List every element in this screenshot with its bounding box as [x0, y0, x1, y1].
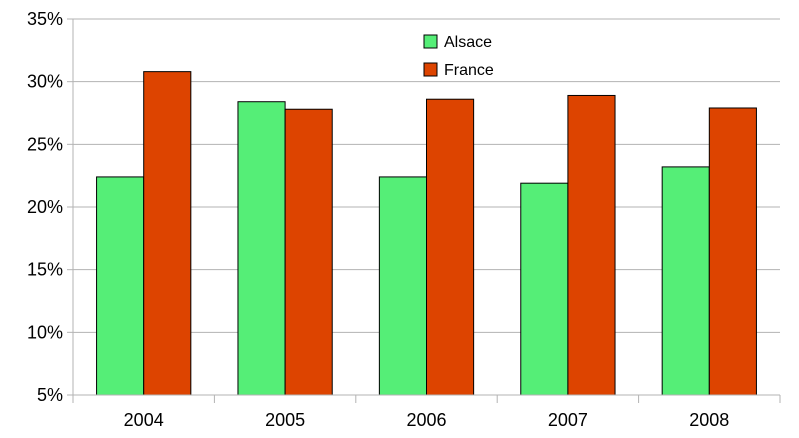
y-axis-tick-labels: 5% 10% 15% 20% 25% 30% 35%	[27, 9, 63, 405]
legend-swatch-alsace	[423, 34, 438, 49]
y-tick-label: 15%	[27, 260, 63, 280]
bar-france-2005	[284, 108, 333, 396]
legend: Alsace France	[423, 34, 494, 79]
bars	[96, 71, 757, 396]
x-tick-label: 2006	[406, 410, 446, 430]
bar-alsace-2006	[378, 176, 428, 396]
legend-label-france: France	[444, 62, 494, 79]
bar-alsace-2005	[237, 101, 286, 396]
x-tick-label: 2008	[689, 410, 729, 430]
bar-france-2008	[708, 107, 757, 396]
y-tick-label: 20%	[27, 197, 63, 217]
y-tick-label: 30%	[27, 72, 63, 92]
bar-alsace-2008	[661, 166, 710, 396]
legend-swatch-france	[423, 62, 438, 77]
y-tick-label: 25%	[27, 134, 63, 154]
bar-alsace-2007	[520, 182, 569, 396]
axes	[67, 18, 781, 403]
y-tick-label: 10%	[27, 322, 63, 342]
x-tick-label: 2004	[124, 410, 164, 430]
legend-label-alsace: Alsace	[444, 34, 492, 51]
x-tick-label: 2005	[265, 410, 305, 430]
bar-france-2004	[143, 71, 192, 396]
bar-france-2006	[426, 98, 475, 396]
x-tick-label: 2007	[548, 410, 588, 430]
bar-alsace-2004	[96, 176, 145, 396]
y-tick-label: 35%	[27, 9, 63, 29]
bar-france-2007	[567, 94, 616, 396]
y-tick-label: 5%	[37, 385, 63, 405]
x-axis-tick-labels: 2004 2005 2006 2007 2008	[124, 410, 730, 430]
